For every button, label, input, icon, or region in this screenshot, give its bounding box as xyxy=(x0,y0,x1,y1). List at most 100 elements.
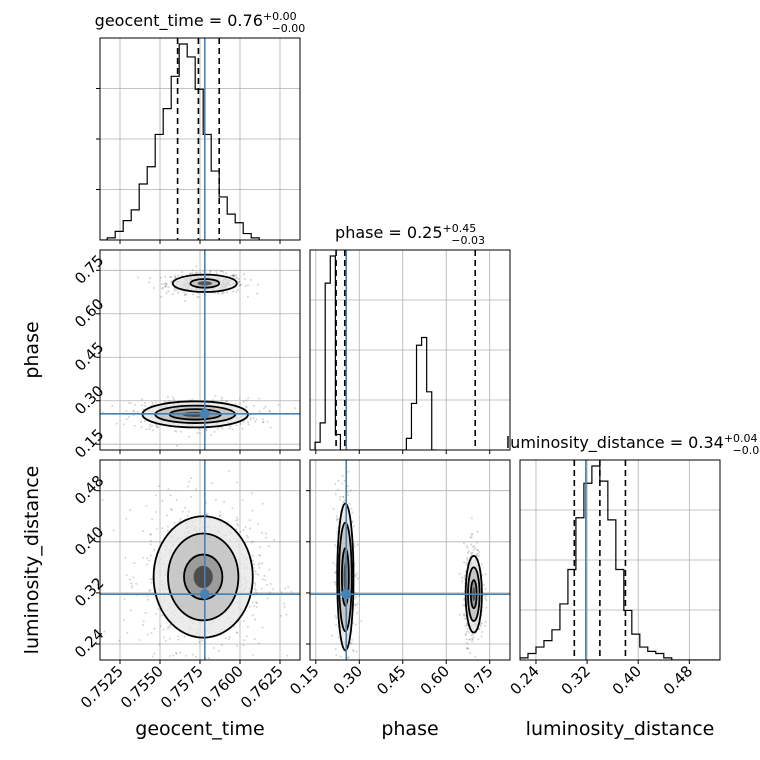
sample-point xyxy=(232,274,235,277)
sample-point xyxy=(148,559,151,562)
sample-point xyxy=(131,584,134,587)
sample-point xyxy=(225,400,228,403)
sample-point xyxy=(347,494,350,497)
sample-point xyxy=(235,277,238,280)
sample-point xyxy=(250,278,253,281)
sample-point xyxy=(150,581,153,584)
sample-point xyxy=(257,563,260,566)
density-core xyxy=(193,565,213,589)
panel-content xyxy=(100,250,300,450)
sample-point xyxy=(470,634,473,637)
sample-point xyxy=(257,283,260,286)
sample-point xyxy=(209,269,212,272)
sample-point xyxy=(236,644,239,647)
sample-point xyxy=(339,498,342,501)
sample-point xyxy=(90,570,92,572)
sample-point xyxy=(469,536,472,539)
sample-point xyxy=(253,638,256,641)
sample-point xyxy=(194,272,197,275)
sample-point xyxy=(198,432,201,435)
tick-label-x: 0.45 xyxy=(373,662,409,698)
sample-point xyxy=(237,288,240,291)
sample-point xyxy=(187,510,190,513)
sample-point xyxy=(355,596,358,599)
tick-label-y: 0.48 xyxy=(71,472,107,508)
sample-point xyxy=(209,270,212,273)
sample-point xyxy=(149,578,152,581)
sample-point xyxy=(251,559,254,562)
sample-point xyxy=(271,588,274,591)
sample-point xyxy=(469,652,472,655)
sample-point xyxy=(252,563,255,566)
sample-point xyxy=(462,542,465,545)
sample-point xyxy=(467,647,470,650)
sample-point xyxy=(149,423,152,426)
sample-point xyxy=(485,606,488,609)
sample-point xyxy=(463,614,466,617)
sample-point xyxy=(473,664,475,666)
contour-level xyxy=(340,547,350,607)
sample-point xyxy=(352,648,355,651)
sample-point xyxy=(168,637,171,640)
sample-point xyxy=(463,612,466,615)
sample-point xyxy=(336,530,339,533)
sample-point xyxy=(165,291,168,294)
sample-point xyxy=(238,397,241,400)
sample-point xyxy=(176,444,179,447)
sample-point xyxy=(103,630,106,633)
sample-point xyxy=(342,495,345,498)
sample-point xyxy=(184,506,187,509)
sample-point xyxy=(199,271,202,274)
sample-point xyxy=(149,533,152,536)
sample-point xyxy=(352,456,354,458)
tick-label-x: 0.7625 xyxy=(237,662,287,712)
sample-point xyxy=(246,626,249,629)
sample-point xyxy=(206,661,208,663)
tick-label-y: 0.60 xyxy=(71,295,107,331)
sample-point xyxy=(466,641,469,644)
sample-point xyxy=(190,495,193,498)
panel-2d-phase-luminosity_distance: 0.15 0.30 0.45 0.60 0.75 xyxy=(286,456,511,698)
sample-point xyxy=(354,574,357,577)
sample-point xyxy=(355,688,357,690)
panel-title: luminosity_distance = 0.34+0.04−0.04 xyxy=(506,432,760,457)
sample-point xyxy=(175,288,178,291)
sample-point xyxy=(208,272,211,275)
sample-point xyxy=(205,428,208,431)
sample-point xyxy=(129,609,132,612)
sample-point xyxy=(478,554,481,557)
tick-label-x: 0.30 xyxy=(330,662,366,698)
sample-point xyxy=(245,534,248,537)
sample-point xyxy=(261,502,264,505)
sample-point xyxy=(464,624,467,627)
sample-point xyxy=(151,401,154,404)
sample-point xyxy=(162,286,165,289)
sample-point xyxy=(255,601,258,604)
sample-point xyxy=(471,633,474,636)
sample-point xyxy=(337,636,340,639)
sample-point xyxy=(126,631,129,634)
sample-point xyxy=(162,636,165,639)
sample-point xyxy=(465,623,468,626)
title-text: geocent_time = 0.76 xyxy=(95,11,263,31)
sample-point xyxy=(217,292,220,295)
sample-point xyxy=(484,573,487,576)
sample-point xyxy=(171,293,174,296)
sample-point xyxy=(351,511,354,514)
sample-point xyxy=(170,275,173,278)
sample-point xyxy=(337,479,340,482)
sample-point xyxy=(173,521,176,524)
sample-point xyxy=(242,619,245,622)
sample-point xyxy=(205,501,208,504)
sample-point xyxy=(485,599,488,602)
sample-point xyxy=(174,274,177,277)
sample-point xyxy=(223,500,226,503)
sample-point xyxy=(179,430,182,433)
sample-point xyxy=(169,623,172,626)
sample-point xyxy=(154,511,157,514)
sample-point xyxy=(258,397,261,400)
sample-point xyxy=(149,277,152,280)
sample-point xyxy=(480,563,483,566)
sample-point xyxy=(219,510,222,513)
sample-point xyxy=(167,286,170,289)
